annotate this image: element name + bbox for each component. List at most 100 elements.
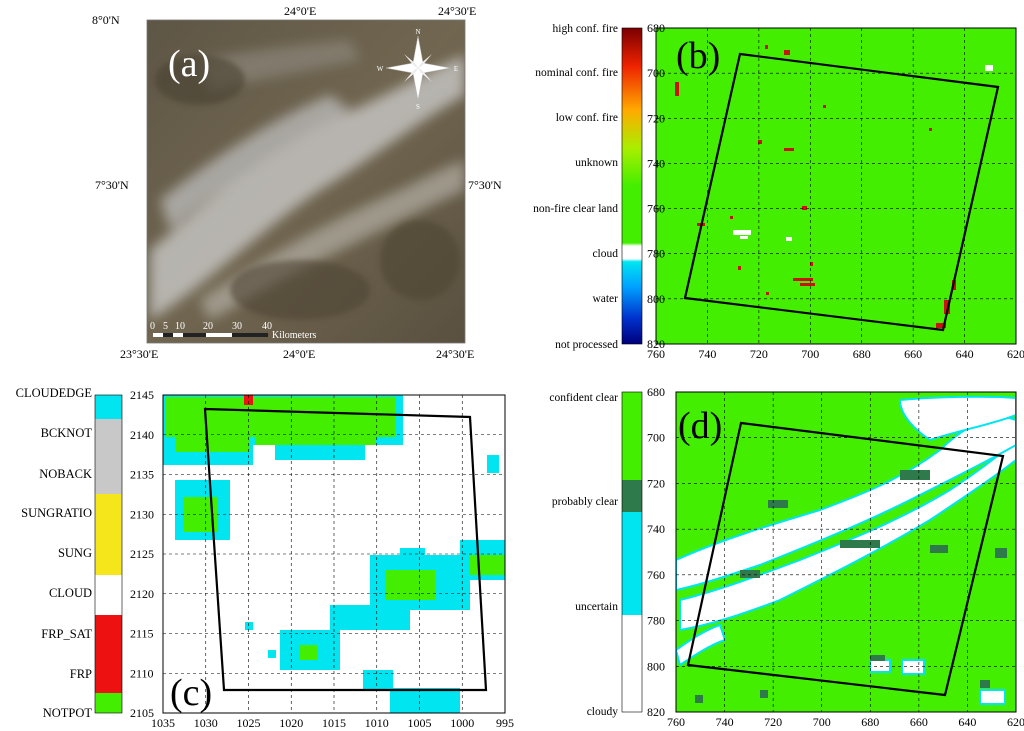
- lon-label-bottom: 23°30'E: [120, 347, 158, 361]
- y-tick-label: 760: [647, 568, 665, 582]
- x-tick-label: 680: [861, 715, 879, 729]
- panel-d-cloudy-pixels: [676, 395, 1016, 705]
- colorbar-label: SUNGRATIO: [21, 506, 92, 520]
- panel-d-y-ticks: 680 700 720 740 760 780 800 820: [647, 385, 665, 719]
- x-tick-label: 1020: [279, 716, 303, 730]
- panel-d-colorbar: [621, 391, 643, 713]
- y-tick-label: 760: [647, 202, 665, 216]
- panel-b-frame: [655, 27, 1017, 345]
- panel-b-cloud-pixels: [733, 65, 993, 241]
- colorbar-label: non-fire clear land: [533, 203, 618, 215]
- x-tick-label: 640: [956, 347, 974, 361]
- y-tick-label: 820: [647, 705, 665, 719]
- colorbar-label: CLOUD: [49, 586, 92, 600]
- y-tick-label: 2130: [130, 507, 154, 521]
- colorbar-label: NOBACK: [39, 467, 92, 481]
- colorbar-label: FRP_SAT: [41, 627, 92, 641]
- colorbar-label: BCKNOT: [41, 426, 93, 440]
- y-tick-label: 2105: [130, 706, 154, 720]
- panel-b-letter: (b): [676, 35, 720, 77]
- colorbar-label: unknown: [575, 157, 618, 169]
- compass-e-label: E: [454, 65, 458, 73]
- panel-c-frame: [162, 394, 506, 714]
- colorbar-label: cloud: [592, 248, 618, 260]
- scale-number: 30: [232, 321, 242, 332]
- panel-b-colorbar-labels: high conf. fire nominal conf. fire low con…: [533, 23, 618, 351]
- panel-d-scene-outline: [686, 421, 1005, 697]
- x-tick-label: 740: [716, 715, 734, 729]
- x-tick-label: 740: [698, 347, 716, 361]
- colorbar-label: nominal conf. fire: [535, 67, 618, 79]
- panel-b-fire-mask: (b) high conf. fire nominal conf. fire low…: [533, 21, 1024, 361]
- x-tick-label: 995: [496, 716, 514, 730]
- x-tick-label: 660: [904, 347, 922, 361]
- panel-d-colorbar-labels: confident clear probably clear uncertain cl…: [549, 392, 618, 718]
- compass-n-label: N: [415, 28, 420, 36]
- y-tick-label: 740: [647, 156, 665, 170]
- panel-a-satellite: (a) N S W E 0 5 10 20: [92, 4, 502, 361]
- x-tick-label: 1010: [365, 716, 389, 730]
- x-tick-label: 700: [801, 347, 819, 361]
- lat-label-right: 7°30'N: [468, 178, 502, 192]
- colorbar-label: cloudy: [587, 706, 619, 718]
- colorbar-label: FRP: [70, 667, 92, 681]
- y-tick-label: 680: [647, 21, 665, 35]
- y-tick-label: 740: [647, 522, 665, 536]
- panel-c-qa-mask: (c) CLOUDEDGEBCKNOTNOBACKSUNGRATIOSUNGCL…: [16, 386, 514, 730]
- colorbar-label: high conf. fire: [553, 23, 618, 35]
- y-tick-label: 780: [647, 247, 665, 261]
- lon-label-top: 24°0'E: [284, 4, 316, 18]
- colorbar-label: low conf. fire: [556, 112, 618, 124]
- y-tick-label: 2115: [130, 627, 154, 641]
- scale-number: 40: [262, 321, 272, 332]
- panel-c-x-ticks: 1035 1030 1025 1020 1015 1010 1005 1000 995: [151, 716, 514, 730]
- scale-number: 20: [203, 321, 213, 332]
- y-tick-label: 700: [647, 431, 665, 445]
- x-tick-label: 1000: [450, 716, 474, 730]
- lat-label-left: 7°30'N: [95, 178, 129, 192]
- colorbar-label: not processed: [555, 339, 618, 351]
- compass-s-label: S: [416, 103, 420, 111]
- y-tick-label: 2145: [130, 388, 154, 402]
- x-tick-label: 640: [958, 715, 976, 729]
- panel-b-y-ticks: 680 700 720 740 760 780 800 820: [647, 21, 665, 351]
- colorbar-label: CLOUDEDGE: [16, 386, 93, 400]
- panel-c-colorbar: [94, 394, 123, 714]
- panel-d-frame: [675, 391, 1017, 713]
- panel-a-letter: (a): [168, 43, 210, 85]
- panel-c-frp-pixel: [244, 395, 253, 405]
- panel-c-y-ticks: 2145 2140 2135 2130 2125 2120 2115 2110 2105: [130, 388, 154, 720]
- compass-rose-icon: N S W E: [377, 28, 458, 111]
- panel-b-scene-outline: [683, 52, 1000, 332]
- x-tick-label: 620: [1007, 715, 1024, 729]
- x-tick-label: 680: [853, 347, 871, 361]
- x-tick-label: 660: [910, 715, 928, 729]
- x-tick-label: 620: [1007, 347, 1024, 361]
- y-tick-label: 2135: [130, 468, 154, 482]
- panel-d-cloud-mask: (d) confident clear probably clear uncerta…: [549, 385, 1024, 729]
- x-tick-label: 720: [750, 347, 768, 361]
- colorbar-label: probably clear: [552, 496, 618, 508]
- x-tick-label: 760: [647, 347, 665, 361]
- scale-number: 10: [175, 321, 185, 332]
- y-tick-label: 700: [647, 66, 665, 80]
- x-tick-label: 1015: [322, 716, 346, 730]
- x-tick-label: 1035: [151, 716, 175, 730]
- y-tick-label: 720: [647, 476, 665, 490]
- x-tick-label: 1030: [194, 716, 218, 730]
- x-tick-label: 1025: [237, 716, 261, 730]
- scale-bar: 0 5 10 20 30 40 Kilometers: [150, 321, 317, 341]
- colorbar-label: confident clear: [549, 392, 618, 404]
- y-tick-label: 800: [647, 659, 665, 673]
- y-tick-label: 2140: [130, 428, 154, 442]
- scale-unit: Kilometers: [272, 330, 317, 341]
- lon-label-top: 24°30'E: [438, 4, 476, 18]
- panel-b-colorbar: [621, 27, 643, 345]
- panel-d-letter: (d): [678, 405, 722, 447]
- panel-b-x-ticks: 760 740 720 700 680 660 640 620: [647, 347, 1024, 361]
- colorbar-label: NOTPOT: [43, 706, 93, 720]
- panel-d-x-ticks: 760 740 720 700 680 660 640 620: [667, 715, 1024, 729]
- y-tick-label: 2120: [130, 587, 154, 601]
- x-tick-label: 760: [667, 715, 685, 729]
